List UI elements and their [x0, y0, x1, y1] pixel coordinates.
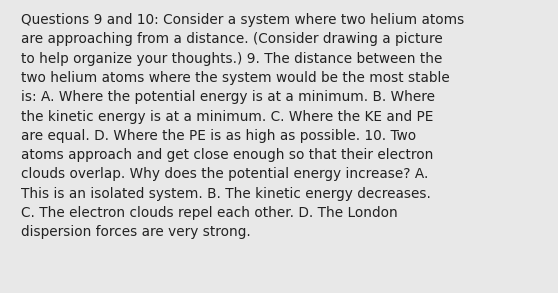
Text: Questions 9 and 10: Consider a system where two helium atoms
are approaching fro: Questions 9 and 10: Consider a system wh…	[21, 13, 464, 239]
